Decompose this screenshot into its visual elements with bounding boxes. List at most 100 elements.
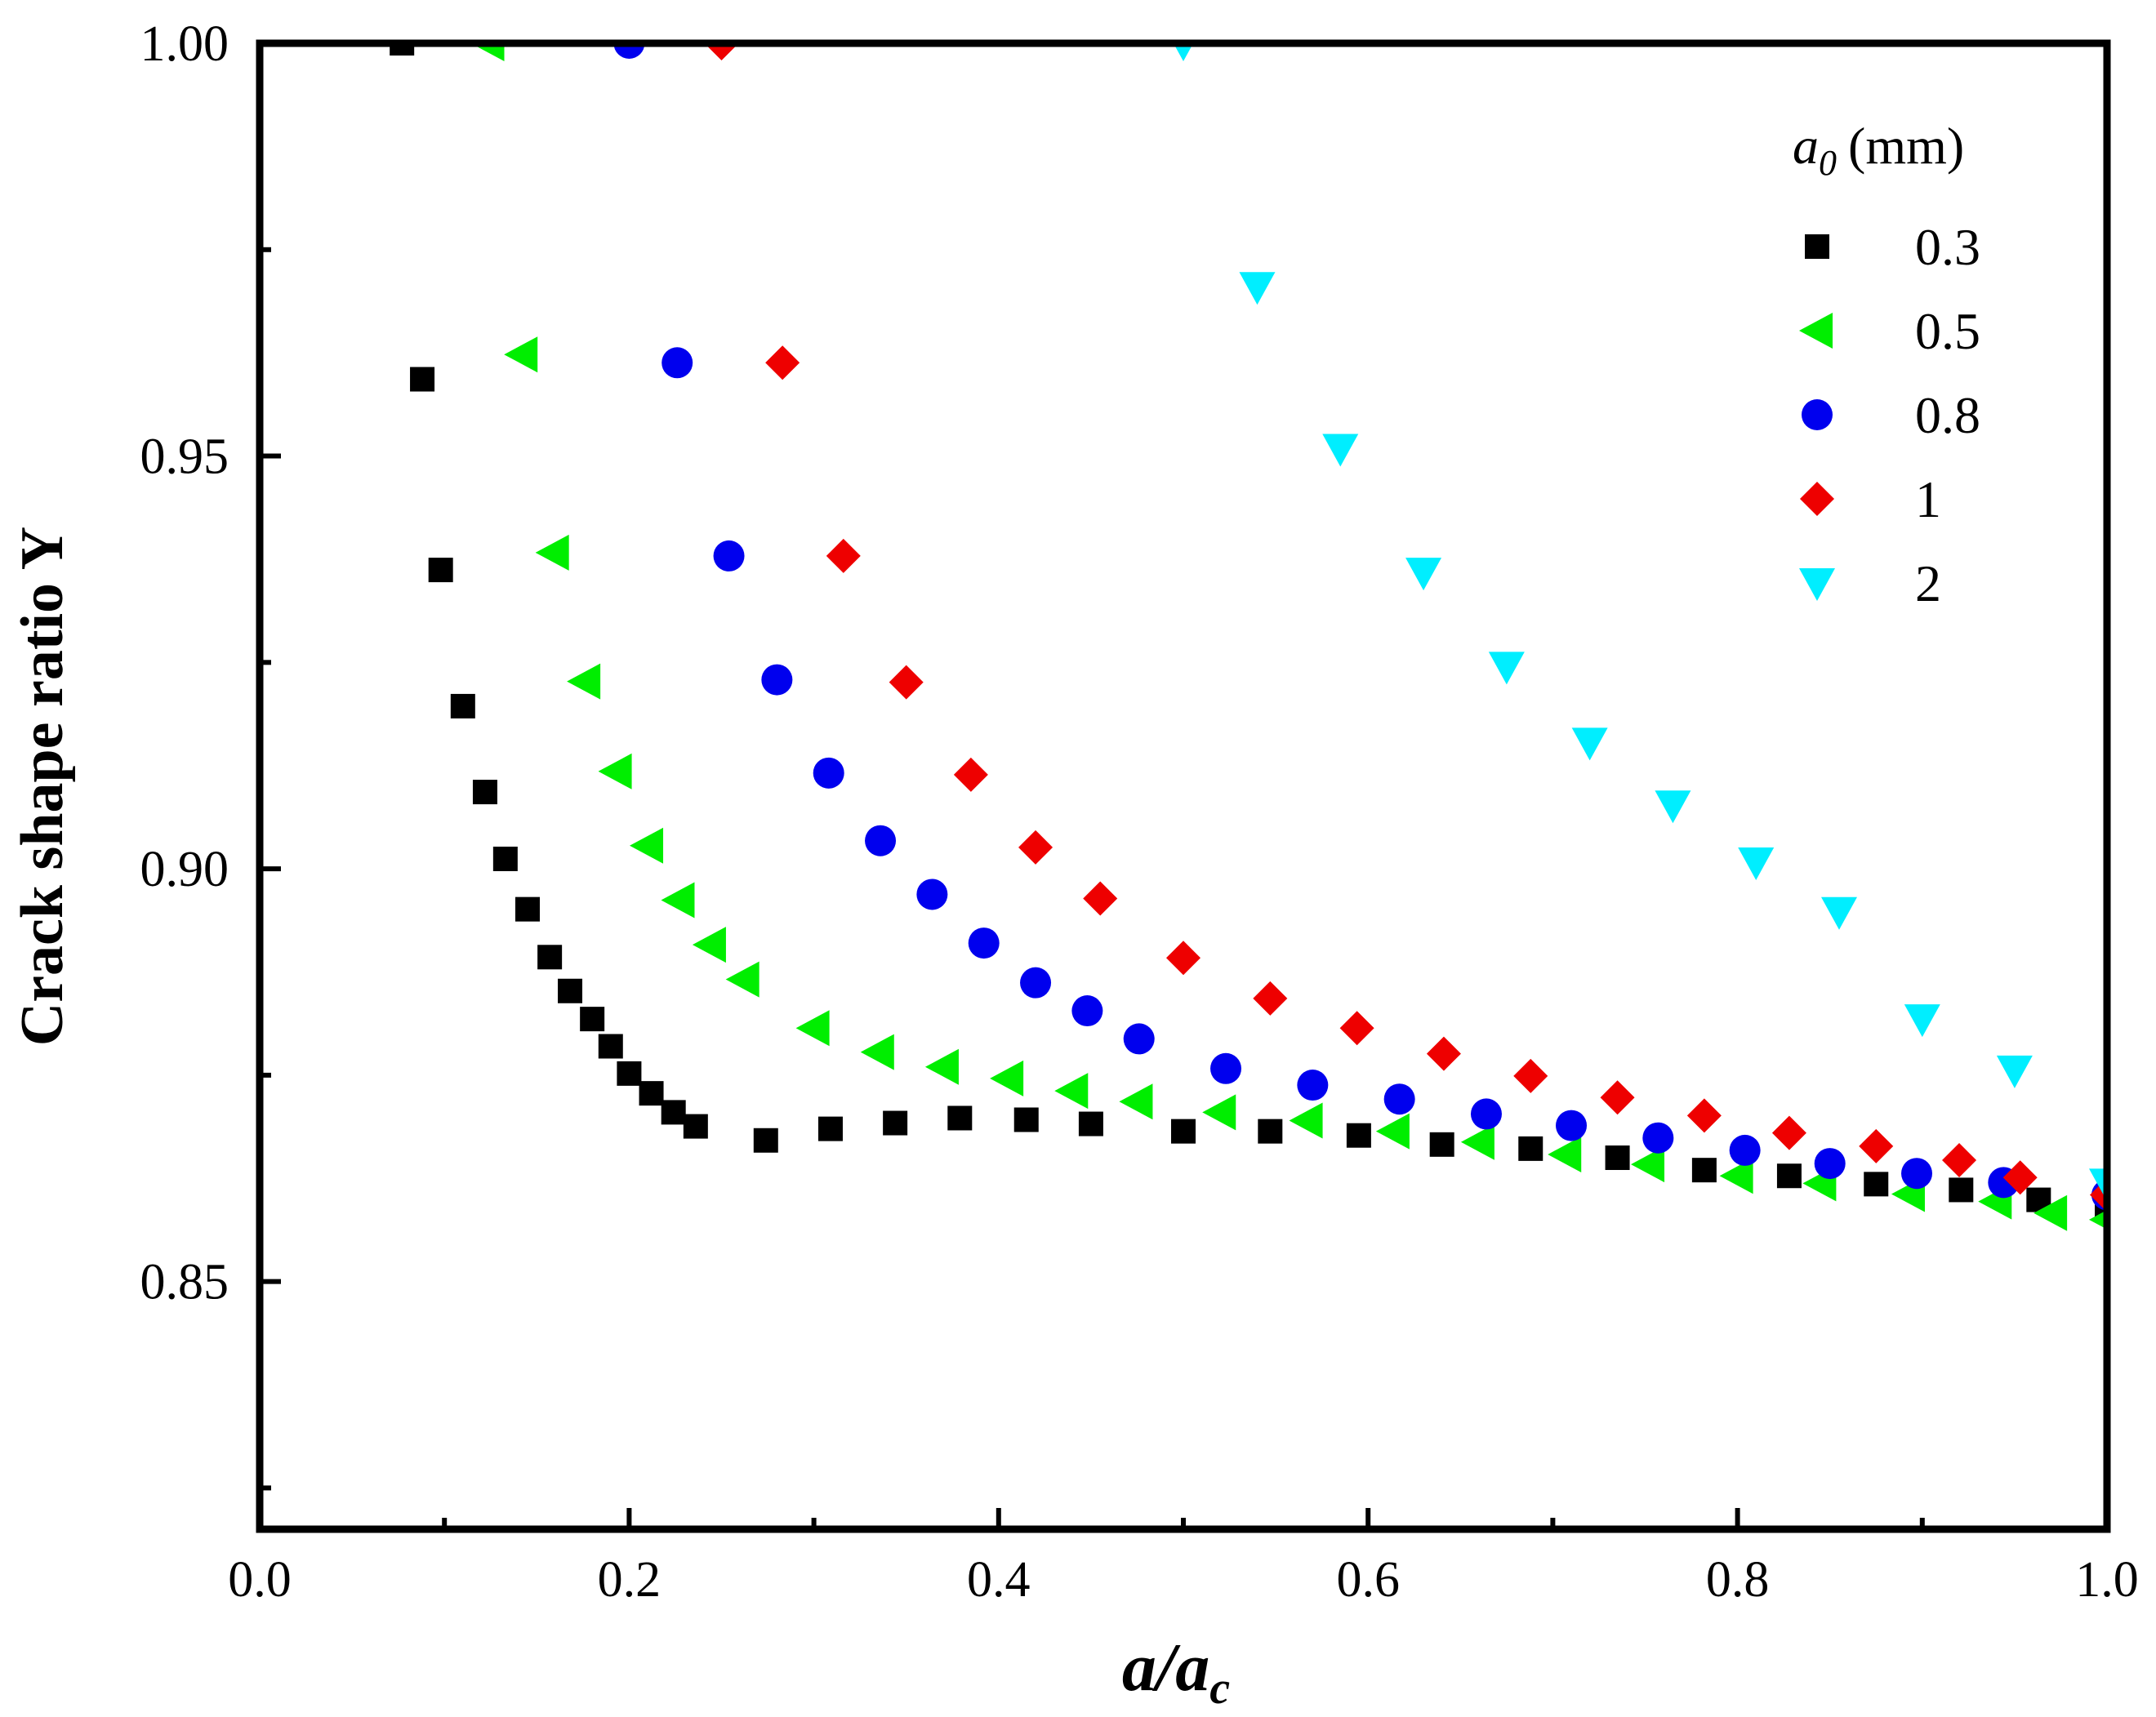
legend-marker bbox=[1799, 313, 1833, 349]
x-axis-title-main: a/a bbox=[1122, 1630, 1209, 1706]
data-point bbox=[613, 43, 645, 59]
data-point bbox=[1210, 1052, 1242, 1084]
y-tick-label: 0.95 bbox=[140, 429, 229, 485]
data-point bbox=[580, 1007, 605, 1032]
x-tick-label: 0.0 bbox=[228, 1552, 292, 1608]
data-point bbox=[1600, 1080, 1635, 1115]
data-point bbox=[1996, 1055, 2033, 1088]
data-point bbox=[1691, 1158, 1717, 1183]
data-point bbox=[1239, 272, 1276, 305]
data-point bbox=[472, 780, 497, 805]
data-point bbox=[639, 1081, 664, 1106]
data-point bbox=[1013, 1107, 1039, 1132]
data-point bbox=[617, 1061, 642, 1086]
data-point bbox=[1375, 1113, 1410, 1150]
series-1 bbox=[704, 43, 2107, 1212]
legend-label: 0.8 bbox=[1915, 386, 1980, 444]
data-point bbox=[1322, 434, 1359, 467]
legend-title-subscript: 0 bbox=[1819, 143, 1837, 183]
legend-title: a0 (mm) bbox=[1793, 117, 1964, 183]
data-point bbox=[1173, 43, 1194, 61]
data-point bbox=[1605, 1145, 1630, 1170]
data-point bbox=[1859, 1128, 1894, 1163]
legend-label: 1 bbox=[1915, 470, 1941, 528]
data-point bbox=[630, 827, 664, 864]
data-point bbox=[1020, 967, 1052, 999]
data-point bbox=[1642, 1122, 1674, 1154]
legend-marker bbox=[1800, 482, 1834, 516]
y-tick-label: 0.90 bbox=[140, 842, 229, 897]
legend: a0 (mm) 0.3 0.5 0.8 1 2 bbox=[1793, 117, 1980, 612]
data-point bbox=[662, 347, 693, 379]
x-tick-label: 0.6 bbox=[1336, 1552, 1400, 1608]
x-tick-label: 1.0 bbox=[2075, 1552, 2139, 1608]
series-2 bbox=[1173, 43, 2107, 1202]
data-point bbox=[1949, 1177, 1974, 1203]
data-point bbox=[1460, 1123, 1494, 1160]
data-point bbox=[883, 1110, 908, 1136]
legend-title-symbol: a bbox=[1793, 117, 1819, 175]
data-point bbox=[924, 1048, 959, 1085]
data-point bbox=[947, 1105, 973, 1131]
data-point bbox=[1171, 1119, 1196, 1144]
data-point bbox=[1904, 1004, 1940, 1038]
data-point bbox=[410, 367, 435, 392]
data-point bbox=[704, 43, 739, 60]
data-point bbox=[1119, 1083, 1153, 1120]
data-point bbox=[713, 540, 745, 572]
data-point bbox=[2034, 1194, 2068, 1231]
data-point bbox=[1631, 1146, 1665, 1183]
tick-labels: 0.0 0.2 0.4 0.6 0.8 1.0 0.85 0.90 0.95 1.00 bbox=[140, 16, 2139, 1608]
data-point bbox=[1470, 1098, 1502, 1130]
data-point bbox=[1346, 1123, 1371, 1148]
data-point bbox=[1548, 1136, 1582, 1172]
legend-label: 0.3 bbox=[1915, 218, 1980, 276]
data-point bbox=[1054, 1073, 1089, 1110]
data-point bbox=[1071, 995, 1103, 1027]
data-point bbox=[1078, 1111, 1103, 1137]
data-point bbox=[661, 882, 695, 919]
legend-label: 0.5 bbox=[1915, 302, 1980, 360]
data-point bbox=[1253, 981, 1288, 1016]
data-point bbox=[1738, 847, 1775, 881]
data-point bbox=[1776, 1163, 1802, 1189]
data-point bbox=[916, 879, 948, 910]
data-point bbox=[2002, 1160, 2038, 1195]
series-0.5 bbox=[470, 43, 2107, 1231]
data-point bbox=[725, 961, 760, 998]
data-point bbox=[1814, 1148, 1846, 1180]
data-point bbox=[1297, 1070, 1329, 1101]
data-point bbox=[598, 1034, 623, 1059]
data-point bbox=[1202, 1094, 1236, 1131]
data-point bbox=[1729, 1134, 1761, 1166]
y-tick-label: 1.00 bbox=[140, 16, 229, 72]
x-tick-label: 0.4 bbox=[967, 1552, 1031, 1608]
legend-marker bbox=[1799, 568, 1835, 601]
data-point bbox=[1864, 1172, 1889, 1197]
data-point bbox=[1942, 1143, 1977, 1178]
legend-marker bbox=[1805, 234, 1829, 259]
data-point bbox=[1383, 1083, 1415, 1115]
data-point bbox=[537, 945, 563, 970]
axis-ticks bbox=[257, 41, 2109, 1529]
data-point bbox=[765, 345, 800, 380]
data-point bbox=[1771, 1115, 1806, 1150]
data-point bbox=[826, 538, 861, 573]
data-point bbox=[535, 534, 569, 571]
data-points bbox=[390, 43, 2107, 1231]
data-point bbox=[1083, 881, 1118, 916]
data-point bbox=[1018, 830, 1054, 865]
data-point bbox=[1686, 1098, 1722, 1133]
legend-label: 2 bbox=[1915, 554, 1941, 612]
data-point bbox=[817, 1116, 843, 1141]
data-point bbox=[1429, 1132, 1454, 1157]
plot-frame bbox=[256, 39, 2111, 1533]
data-point bbox=[567, 663, 601, 700]
x-tick-label: 0.8 bbox=[1706, 1552, 1770, 1608]
data-point bbox=[953, 757, 988, 792]
data-point bbox=[1405, 558, 1442, 591]
data-point bbox=[1289, 1102, 1323, 1139]
data-point bbox=[753, 1128, 778, 1153]
data-point bbox=[428, 558, 453, 583]
